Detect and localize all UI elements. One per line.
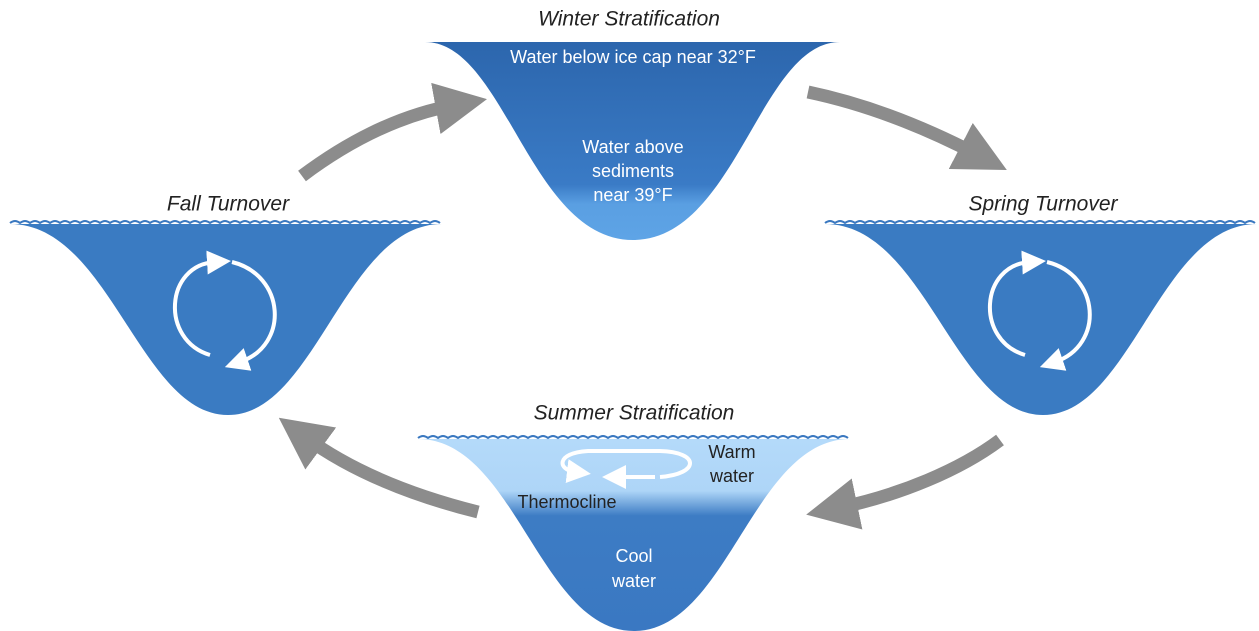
summer-title: Summer Stratification: [534, 402, 735, 425]
warm-label: Warm: [708, 442, 755, 462]
cycle-arrow: [838, 440, 1000, 508]
spring-title: Spring Turnover: [968, 193, 1118, 216]
summer-surface: [418, 436, 848, 438]
cool-label: Cool: [615, 546, 652, 566]
cycle-arrow: [305, 437, 478, 512]
summer-basin: [418, 439, 850, 631]
thermocline-label: Thermocline: [517, 492, 616, 512]
winter-bottom-label: near 39°F: [593, 185, 672, 205]
spring-basin: [825, 224, 1257, 415]
winter-bottom-label: sediments: [592, 161, 674, 181]
diagram: Winter Stratification Water below ice ca…: [0, 0, 1259, 631]
fall-surface: [10, 221, 440, 223]
cycle-arrow: [808, 92, 978, 155]
winter-title: Winter Stratification: [538, 8, 720, 31]
winter-top-label: Water below ice cap near 32°F: [510, 47, 756, 67]
spring-surface: [825, 221, 1255, 223]
fall-title: Fall Turnover: [167, 193, 290, 216]
cycle-arrow: [302, 105, 455, 176]
cool-label: water: [611, 571, 656, 591]
winter-bottom-label: Water above: [582, 137, 683, 157]
fall-basin: [10, 224, 442, 415]
warm-label: water: [709, 466, 754, 486]
